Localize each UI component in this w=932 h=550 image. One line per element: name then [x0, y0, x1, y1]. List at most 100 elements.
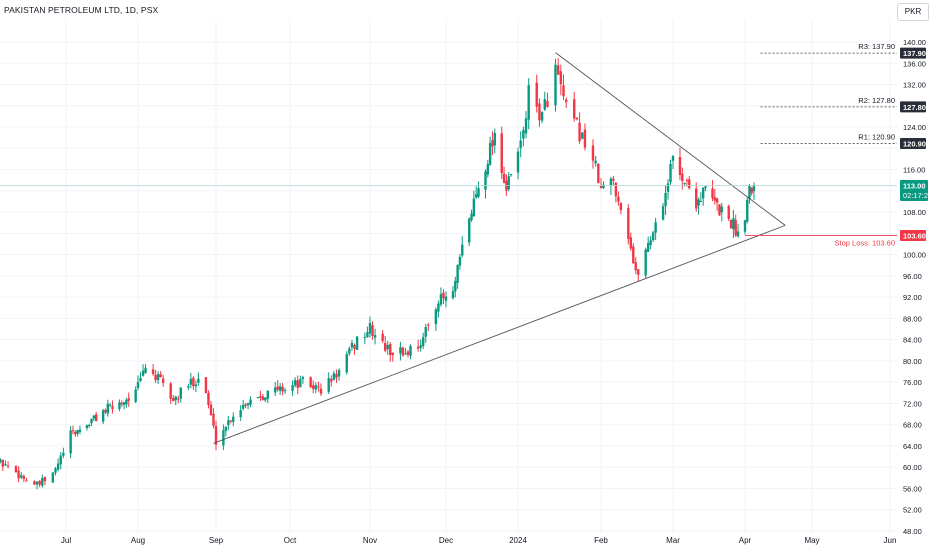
candle-up — [554, 58, 557, 112]
candle-body — [401, 347, 405, 356]
candle-up — [56, 458, 60, 472]
candle-up — [197, 372, 200, 386]
x-tick-label: Dec — [439, 536, 453, 545]
candle-body — [366, 332, 369, 338]
candle-body — [209, 404, 213, 415]
candle-body — [519, 140, 522, 149]
candle-up — [644, 247, 647, 279]
x-tick-label: Sep — [209, 536, 224, 545]
candle-body — [38, 480, 41, 485]
y-tick-label: 136.00 — [903, 59, 926, 68]
candle-body — [629, 237, 632, 249]
x-tick-label: Oct — [284, 536, 297, 545]
level-badge-r2: 127.80 — [903, 103, 926, 112]
candle-down — [33, 480, 36, 485]
candle-body — [509, 174, 513, 176]
countdown-label: 02:17:25 — [903, 191, 932, 200]
candle-body — [0, 459, 2, 463]
candle-down — [209, 400, 213, 416]
x-tick-label: Jun — [884, 536, 897, 545]
candle-body — [151, 369, 155, 375]
candle-body — [291, 385, 294, 391]
candle-body — [337, 370, 341, 377]
candle-up — [4, 460, 7, 466]
candle-down — [259, 390, 262, 402]
candle-down — [71, 425, 75, 435]
currency-button[interactable]: PKR — [897, 3, 929, 21]
x-axis: Jul Aug Sep Oct Nov Dec 2024 Feb Mar Apr May Jun — [61, 536, 897, 545]
candle-body — [486, 164, 490, 175]
candle-body — [470, 213, 473, 221]
candle-body — [500, 133, 503, 173]
candle-up — [509, 173, 513, 177]
candle-up — [649, 235, 652, 250]
candle-up — [434, 307, 438, 331]
candle-body — [713, 197, 717, 201]
last-price-badge-bg — [900, 180, 928, 202]
candle-up — [20, 472, 23, 480]
candle-body — [335, 373, 338, 378]
candle-body — [281, 386, 284, 392]
candle-body — [617, 196, 620, 202]
candle-up — [386, 341, 389, 355]
candle-body — [543, 99, 546, 110]
candle-up — [54, 466, 57, 476]
candle-down — [734, 214, 737, 237]
candle-body — [535, 82, 538, 107]
candle-down — [384, 335, 387, 353]
candle-down — [715, 197, 719, 211]
candle-body — [736, 231, 740, 237]
candle-down — [104, 408, 107, 415]
candle-body — [22, 476, 26, 479]
candle-body — [4, 464, 7, 466]
candle-body — [134, 389, 137, 402]
candle-body — [192, 377, 195, 387]
candle-down — [111, 400, 114, 414]
candle-body — [20, 475, 23, 478]
candle-up — [35, 481, 39, 490]
candle-down — [637, 268, 640, 282]
candle-down — [43, 476, 47, 486]
candle-body — [261, 396, 265, 400]
candle-body — [688, 179, 691, 189]
candle-up — [461, 236, 464, 258]
candle-up — [458, 253, 462, 270]
candle-up — [488, 136, 492, 167]
candle-body — [681, 173, 684, 182]
candle-body — [179, 387, 182, 399]
candle-body — [154, 374, 157, 381]
candle-body — [564, 99, 568, 103]
candle-down — [159, 371, 162, 378]
y-axis: 140.00 136.00 132.00 124.00 116.00 108.00 100.… — [903, 38, 926, 536]
x-tick-label: Mar — [666, 536, 680, 545]
y-tick-label: 76.00 — [903, 378, 922, 387]
candle-body — [664, 192, 667, 207]
candle-down — [729, 219, 733, 229]
y-tick-label: 72.00 — [903, 399, 922, 408]
y-tick-label: 88.00 — [903, 314, 922, 323]
candle-body — [695, 188, 698, 209]
candle-body — [59, 455, 62, 465]
level-label-r1: R1: 120.90 — [858, 133, 895, 142]
candle-up — [581, 132, 584, 140]
candle-down — [204, 376, 208, 394]
candle-up — [266, 390, 269, 404]
y-tick-label: 68.00 — [903, 421, 922, 430]
candle-body — [461, 244, 464, 256]
candle-down — [695, 182, 698, 212]
candle-up — [524, 111, 528, 139]
candle-down — [401, 346, 405, 357]
candle-down — [573, 91, 576, 122]
candle-body — [296, 380, 299, 388]
candle-up — [156, 371, 160, 385]
candle-up — [92, 414, 96, 421]
candle-up — [78, 425, 82, 435]
candle-down — [562, 74, 565, 101]
stop-loss-label: Stop Loss: 103.60 — [835, 238, 895, 247]
candle-up — [222, 424, 225, 450]
candle-body — [6, 465, 10, 467]
candle-body — [214, 426, 218, 445]
candle-body — [711, 188, 714, 199]
